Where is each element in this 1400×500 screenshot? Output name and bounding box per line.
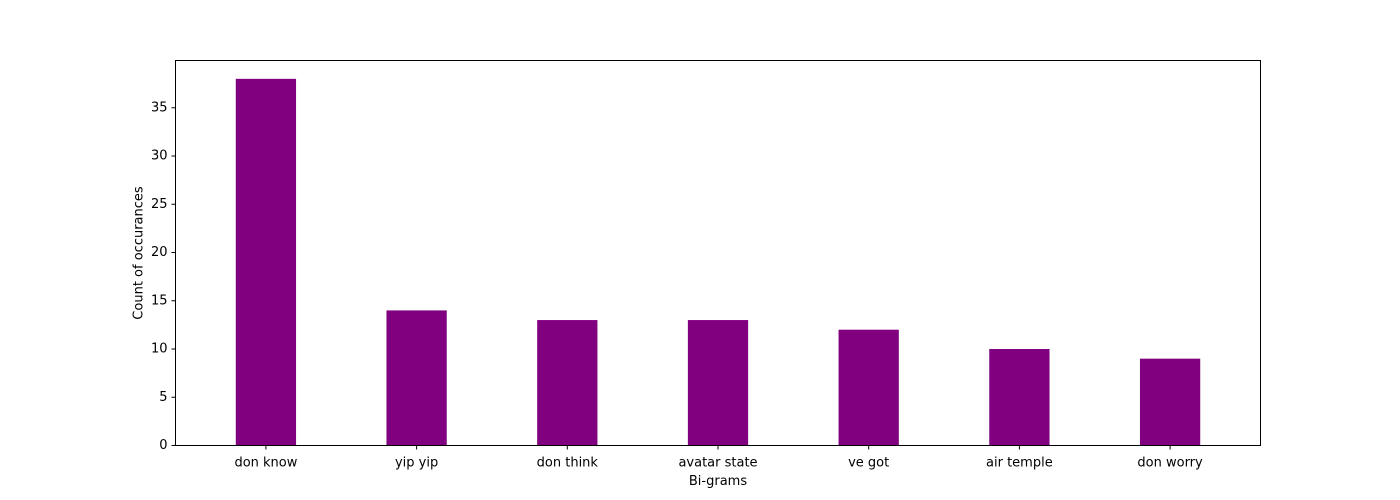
x-tick-label: don worry [1137,456,1203,471]
plot-frame [175,60,1261,446]
y-tick-label: 30 [151,149,168,164]
bar-don-think [537,320,598,446]
x-axis-label: Bi-grams [689,474,747,489]
y-axis-ticks: 0 5 10 15 20 25 30 35 [151,100,176,453]
bar-avatar-state [687,320,749,446]
x-tick-label: ve got [848,456,889,471]
y-axis-label: Count of occurances [132,186,147,320]
bar-don-worry [1139,358,1201,446]
bars-group [235,78,1201,446]
y-tick-label: 10 [151,342,168,357]
y-tick-label: 25 [151,197,168,212]
y-tick-label: 15 [151,293,168,308]
x-tick-label: avatar state [678,456,757,471]
y-tick-label: 0 [159,438,167,453]
x-tick-label: yip yip [395,456,438,471]
x-tick-label: air temple [986,456,1053,471]
y-tick-label: 20 [151,245,168,260]
bar-air-temple [989,349,1050,446]
bar-ve-got [838,329,899,446]
y-tick-label: 35 [151,100,168,115]
x-tick-label: don think [537,456,599,471]
x-axis-ticks: don know yip yip don think avatar state ve g… [234,445,1203,471]
bar-yip-yip [386,310,447,446]
bar-don-know [235,78,297,446]
x-tick-label: don know [234,456,297,471]
y-tick-label: 5 [159,390,167,405]
